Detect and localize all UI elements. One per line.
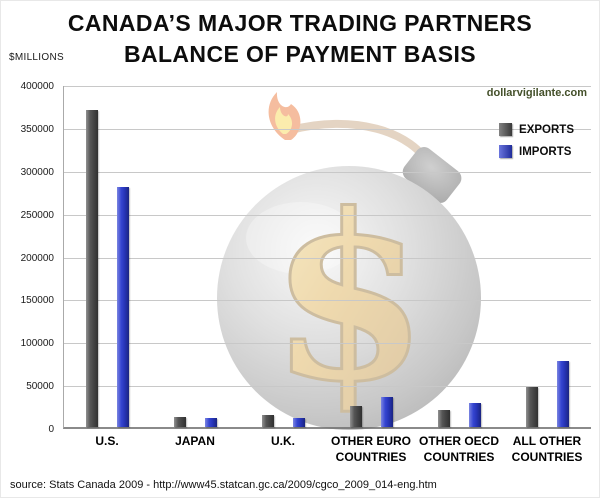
x-axis-label: JAPAN: [175, 434, 215, 448]
bar-exports-3: [262, 415, 275, 427]
bar-group: [152, 86, 240, 427]
exports-swatch-icon: [499, 123, 513, 136]
gridline: [64, 86, 591, 87]
bar-imports-4: [380, 397, 393, 427]
bar-group: [415, 86, 503, 427]
watermark-site-text: dollarvigilante.com: [486, 87, 587, 99]
legend-label-imports: IMPORTS: [519, 145, 572, 158]
bar-exports-5: [437, 410, 450, 427]
y-tick-label: 50000: [26, 381, 54, 392]
y-axis-tick-labels: 0 50000 100000 150000 200000 250000 300000 3500…: [1, 81, 59, 435]
bar-group: [327, 86, 415, 427]
legend-item-imports: IMPORTS: [499, 145, 574, 158]
y-tick-label: 150000: [20, 295, 54, 306]
x-axis-label: ALL OTHER COUNTRIES: [511, 434, 583, 464]
bar-imports-2: [205, 418, 218, 427]
legend: EXPORTS IMPORTS: [499, 123, 574, 158]
y-tick-label: 100000: [20, 338, 54, 349]
legend-label-exports: EXPORTS: [519, 123, 574, 136]
bar-imports-5: [468, 403, 481, 427]
legend-item-exports: EXPORTS: [499, 123, 574, 136]
x-axis-labels: U.S. JAPAN U.K. OTHER EURO COUNTRIES OTHER O…: [63, 434, 591, 465]
x-axis-label: OTHER EURO COUNTRIES: [330, 434, 411, 464]
y-tick-label: 400000: [20, 81, 54, 92]
y-axis-label: $MILLIONS: [9, 52, 64, 63]
y-tick-label: 250000: [20, 210, 54, 221]
y-tick-label: 200000: [20, 253, 54, 264]
bar-exports-2: [174, 417, 187, 427]
x-axis-label: OTHER OECD COUNTRIES: [418, 434, 499, 464]
gridline: [64, 129, 591, 130]
y-tick-label: 350000: [20, 124, 54, 135]
y-tick-label: 0: [48, 424, 54, 435]
chart-title: CANADA’S MAJOR TRADING PARTNERS BALANCE …: [1, 8, 599, 70]
x-axis-label: U.S.: [95, 434, 119, 448]
x-axis-label: U.K.: [271, 434, 295, 448]
y-tick-label: 300000: [20, 167, 54, 178]
bar-group: [503, 86, 591, 427]
chart-title-line2: BALANCE OF PAYMENT BASIS: [123, 41, 477, 68]
bar-imports-6: [556, 361, 569, 427]
bar-imports-3: [293, 418, 306, 427]
bar-exports-4: [349, 406, 362, 427]
bar-group: [64, 86, 152, 427]
bar-group: [240, 86, 328, 427]
imports-swatch-icon: [499, 145, 513, 158]
bar-exports-1: [86, 110, 99, 427]
bar-exports-6: [525, 387, 538, 427]
source-text: source: Stats Canada 2009 - http://www45…: [10, 479, 437, 491]
chart-title-line1: CANADA’S MAJOR TRADING PARTNERS: [67, 10, 533, 36]
bar-imports-1: [117, 187, 130, 427]
